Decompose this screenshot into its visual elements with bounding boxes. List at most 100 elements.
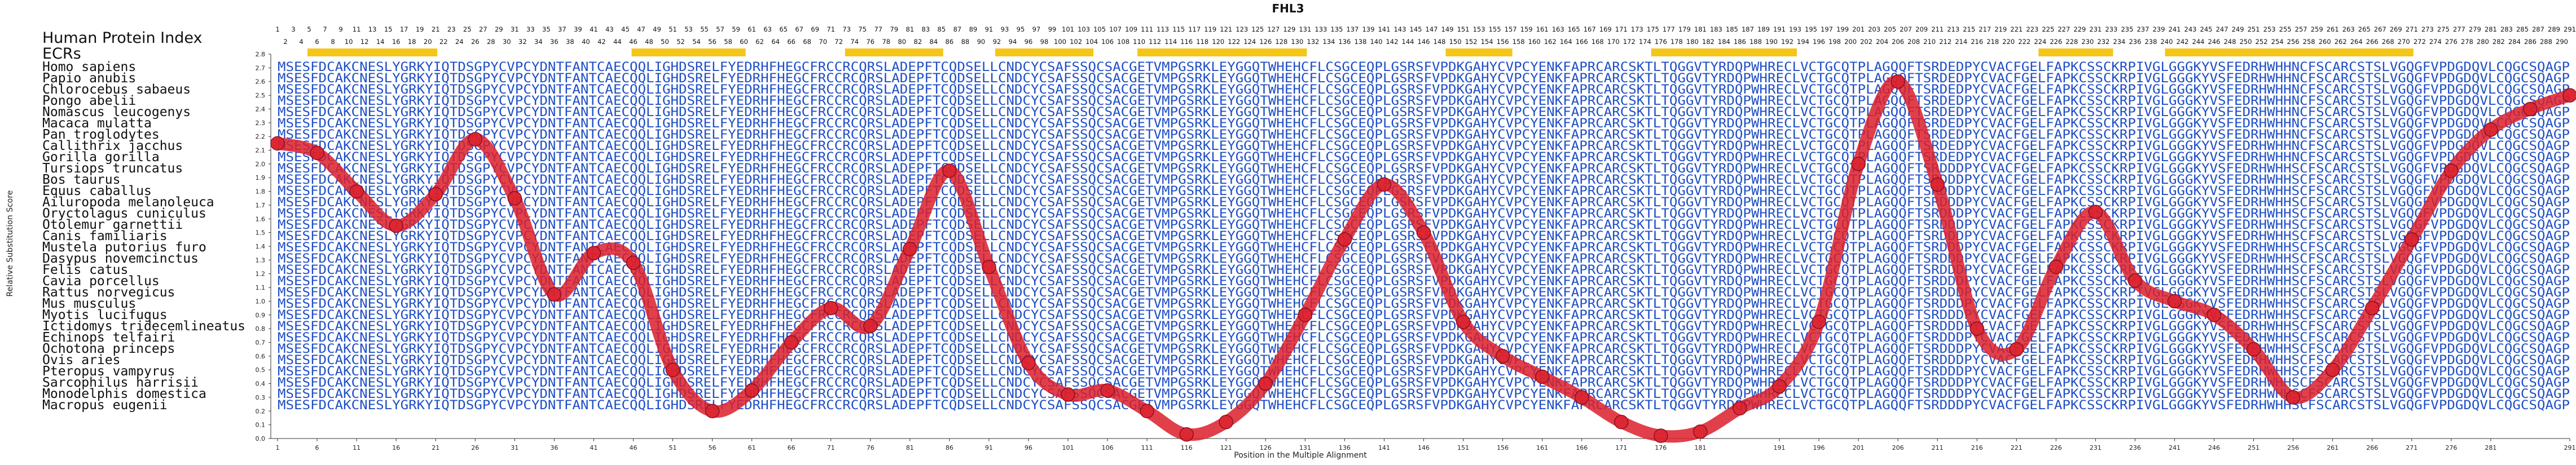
position-number: 81 xyxy=(906,25,915,33)
x-tick-label: 136 xyxy=(1339,444,1351,451)
ecr-bars xyxy=(307,48,2414,56)
position-number: 145 xyxy=(1410,25,1422,33)
y-tick-label: 0.2 xyxy=(256,408,266,415)
x-tick-label: 236 xyxy=(2129,444,2141,451)
position-counter: 1234567891011121314151617181920212223242… xyxy=(275,25,2576,46)
score-point xyxy=(310,145,324,161)
position-number: 92 xyxy=(993,38,1001,46)
position-number: 101 xyxy=(1062,25,1074,33)
score-point xyxy=(1851,157,1866,171)
position-number: 90 xyxy=(977,38,986,46)
position-number: 217 xyxy=(1979,25,1991,33)
y-tick-label: 1.1 xyxy=(256,284,266,291)
ecr-bar xyxy=(631,48,746,56)
y-tick-label: 0.9 xyxy=(256,312,266,319)
position-number: 167 xyxy=(1584,25,1596,33)
y-tick-label: 0.8 xyxy=(256,325,266,333)
position-number: 12 xyxy=(361,38,369,46)
score-point xyxy=(2483,122,2498,137)
position-number: 16 xyxy=(392,38,401,46)
position-number: 43 xyxy=(605,25,614,33)
position-number: 285 xyxy=(2516,25,2529,33)
position-number: 254 xyxy=(2271,38,2284,46)
species-name: Oryctolagus cuniculus xyxy=(42,206,206,221)
species-name: Chlorocebus sabaeus xyxy=(42,82,191,97)
position-number: 260 xyxy=(2319,38,2331,46)
position-number: 137 xyxy=(1346,25,1359,33)
ecr-bar xyxy=(1137,48,1307,56)
position-number: 276 xyxy=(2445,38,2458,46)
score-point xyxy=(744,383,759,398)
position-number: 200 xyxy=(1844,38,1857,46)
ecr-bar xyxy=(995,48,1094,56)
y-tick-label: 0.7 xyxy=(256,339,266,347)
score-point xyxy=(2285,390,2301,405)
alignment-sequence: MSESFDCAKCNESLYGRKYIQTDSGPYCVPCYDNTFANTC… xyxy=(278,365,2570,379)
position-number: 153 xyxy=(1473,25,1485,33)
species-name: Macaca mulatta xyxy=(42,116,152,131)
position-number: 135 xyxy=(1330,25,1343,33)
position-number: 243 xyxy=(2184,25,2197,33)
position-number: 210 xyxy=(1923,38,1936,46)
score-point xyxy=(468,132,483,147)
x-tick-label: 261 xyxy=(2327,444,2338,451)
position-number: 186 xyxy=(1734,38,1746,46)
position-number: 15 xyxy=(384,25,393,33)
alignment-sequence: MSESFDCAKCNESLYGRKYIQTDSGPYCVPCYDNTFANTC… xyxy=(278,286,2570,300)
position-number: 126 xyxy=(1259,38,1272,46)
position-number: 138 xyxy=(1354,38,1366,46)
ecr-bar xyxy=(307,48,438,56)
position-number: 139 xyxy=(1362,25,1374,33)
position-number: 168 xyxy=(1592,38,1604,46)
x-tick-label: 161 xyxy=(1536,444,1548,451)
species-name: Macropus eugenii xyxy=(42,398,168,413)
score-point xyxy=(2246,342,2261,357)
species-name: Mustela putorius furo xyxy=(42,240,206,255)
position-number: 283 xyxy=(2500,25,2513,33)
position-number: 225 xyxy=(2042,25,2054,33)
x-tick-label: 211 xyxy=(1932,444,1944,451)
position-number: 199 xyxy=(1836,25,1849,33)
score-point xyxy=(2009,342,2024,357)
x-tick-label: 116 xyxy=(1181,444,1193,451)
position-number: 253 xyxy=(2263,25,2276,33)
alignment-sequence: MSESFDCAKCNESLYGRKYIQTDSGPYCVPCYDNTFANTC… xyxy=(278,184,2570,198)
position-number: 150 xyxy=(1449,38,1462,46)
position-number: 219 xyxy=(1994,25,2007,33)
position-number: 264 xyxy=(2350,38,2363,46)
x-tick-label: 241 xyxy=(2169,444,2181,451)
position-number: 205 xyxy=(1884,25,1896,33)
position-number: 175 xyxy=(1647,25,1659,33)
position-number: 80 xyxy=(898,38,906,46)
position-number: 151 xyxy=(1457,25,1470,33)
position-number: 51 xyxy=(669,25,677,33)
position-number: 270 xyxy=(2398,38,2410,46)
x-tick-label: 61 xyxy=(748,444,756,451)
position-number: 204 xyxy=(1876,38,1888,46)
species-name: Monodelphis domestica xyxy=(42,387,206,401)
position-number: 142 xyxy=(1386,38,1398,46)
position-number: 212 xyxy=(1939,38,1951,46)
position-number: 201 xyxy=(1852,25,1865,33)
position-number: 277 xyxy=(2453,25,2465,33)
position-number: 2 xyxy=(283,38,287,46)
position-number: 65 xyxy=(779,25,788,33)
alignment-sequence: MSESFDCAKCNESLYGRKYIQTDSGPYCVPCYDNTFANTC… xyxy=(278,173,2570,187)
score-point xyxy=(1219,415,1233,429)
x-tick-label: 121 xyxy=(1220,444,1232,451)
score-point xyxy=(1693,424,1708,439)
x-tick-label: 1 xyxy=(276,444,280,451)
position-number: 265 xyxy=(2358,25,2371,33)
position-number: 132 xyxy=(1307,38,1319,46)
x-tick-label: 146 xyxy=(1418,444,1430,451)
x-tick-labels: 1 6 11 16 21 26 31 36 41 46 51 56 61 66 71 76 81 86 91 96 10… xyxy=(276,439,2576,451)
position-number: 185 xyxy=(1726,25,1738,33)
position-number: 278 xyxy=(2461,38,2473,46)
position-number: 73 xyxy=(842,25,851,33)
position-number: 30 xyxy=(503,38,511,46)
species-name: Callithrix jacchus xyxy=(42,139,183,153)
score-point xyxy=(626,255,641,270)
score-point xyxy=(1298,308,1313,322)
x-tick-label: 221 xyxy=(2011,444,2023,451)
position-number: 34 xyxy=(534,38,543,46)
